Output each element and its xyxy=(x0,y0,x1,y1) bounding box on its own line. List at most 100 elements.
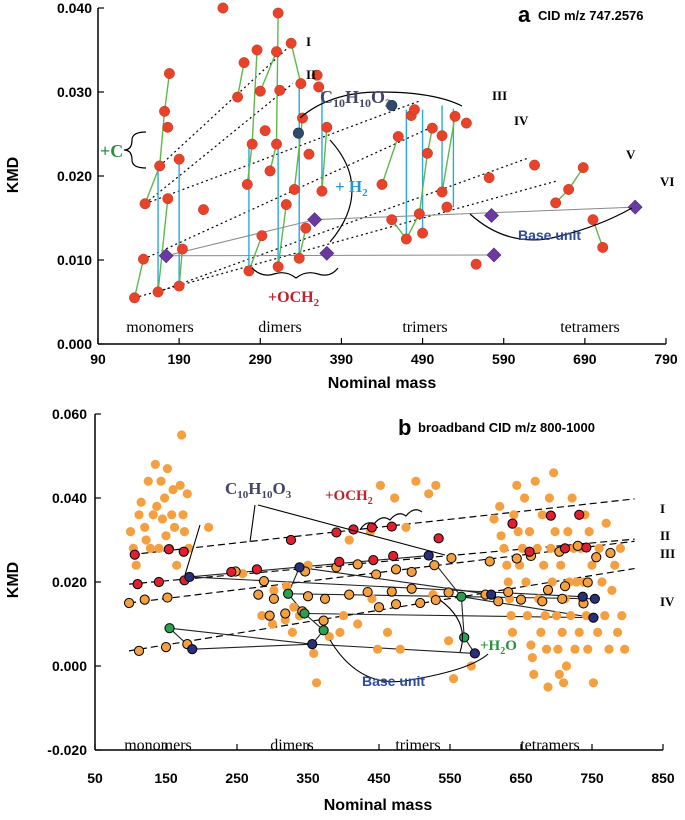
panel-b-orange-point xyxy=(529,669,539,680)
panel-b-navy-point xyxy=(577,591,588,602)
panel-b-outlined-point xyxy=(280,608,291,619)
panel-a-red-point xyxy=(162,193,174,205)
panel-a-red-point xyxy=(386,214,398,226)
panel-a-red-point xyxy=(297,112,308,124)
panel-b-c10h10o3-label: C10H10O3 xyxy=(225,479,292,501)
panel-a-red-point xyxy=(254,85,266,97)
panel-a-red-point xyxy=(449,110,461,122)
panel-b-orange-point xyxy=(131,560,141,570)
panel-a-red-point xyxy=(400,233,412,245)
panel-b-orange-point xyxy=(600,611,610,621)
panel-a-series-line xyxy=(134,180,557,299)
panel-b-orange-point xyxy=(509,510,519,520)
panel-b-orange-point xyxy=(167,510,177,520)
panel-b-xlabel: Nominal mass xyxy=(324,797,433,814)
panel-a-purple-diamond xyxy=(486,247,502,263)
panel-a-purple-diamond xyxy=(627,199,643,215)
panel-b-orange-point xyxy=(257,611,267,621)
panel-b-orange-point xyxy=(169,522,180,533)
panel-b-orange-point xyxy=(344,535,354,545)
panel-b-series-label-IV: IV xyxy=(660,594,675,609)
panel-b-plus-och2-label: +OCH2 xyxy=(325,488,373,507)
panel-b-group-monomers: monomers xyxy=(124,737,192,754)
panel-a-base-unit-arc xyxy=(469,207,633,241)
panel-a-red-point xyxy=(300,222,312,234)
panel-b-orange-point xyxy=(159,493,170,503)
panel-a-red-point xyxy=(295,78,307,90)
panel-b-base-unit-line xyxy=(189,576,583,598)
panel-b-orange-point xyxy=(532,543,542,554)
panel-a-red-point xyxy=(563,183,575,195)
panel-b-red-point xyxy=(388,550,399,562)
panel-b-x-tick-label: 250 xyxy=(225,770,249,786)
panel-b-orange-point xyxy=(574,627,584,638)
panel-b-red-point xyxy=(386,521,397,532)
panel-b-outlined-point xyxy=(302,591,314,602)
panel-a-red-point xyxy=(321,121,333,133)
panel-b-red-point xyxy=(366,522,377,533)
panel-a-green-connector xyxy=(290,43,302,84)
panel-a-red-point xyxy=(587,214,599,226)
panel-a-red-point xyxy=(241,178,253,190)
panel-b-base-unit-arc xyxy=(329,639,489,683)
panel-b-y-tick-label: 0.060 xyxy=(52,406,87,422)
panel-a-red-point xyxy=(311,69,323,81)
panel-b-orange-point xyxy=(553,644,563,654)
panel-b-orange-point xyxy=(536,627,546,638)
panel-a-red-point xyxy=(285,37,297,49)
panel-b-series-label-II: II xyxy=(660,528,670,543)
panel-a-red-point xyxy=(272,7,284,19)
panel-b-orange-point xyxy=(561,661,572,671)
panel-b-green-point xyxy=(283,588,294,599)
panel-b-outlined-point xyxy=(511,553,522,564)
panel-a-letter: a xyxy=(518,2,531,27)
panel-b-outlined-point xyxy=(386,586,397,597)
panel-b-orange-point xyxy=(175,480,185,490)
panel-a-red-point xyxy=(409,104,420,116)
panel-b-red-point xyxy=(153,576,164,588)
panel-b-red-point xyxy=(368,555,379,566)
panel-a-red-point xyxy=(176,243,188,255)
panel-b-orange-point xyxy=(338,611,349,621)
panel-b-red-point xyxy=(545,510,556,521)
panel-b-group-dimers: dimers xyxy=(270,737,314,754)
panel-b-outlined-point xyxy=(344,589,355,600)
panel-a-red-point xyxy=(436,186,448,198)
panel-b-orange-point xyxy=(287,627,297,638)
panel-b-orange-point xyxy=(382,627,393,638)
panel-b-navy-point xyxy=(469,648,480,659)
panel-a-red-point xyxy=(483,172,495,184)
panel-b-navy-point xyxy=(486,589,497,600)
panel-b-outlined-point xyxy=(493,596,504,607)
panel-b-orange-point xyxy=(543,682,553,692)
panel-b-navy-point xyxy=(589,593,600,604)
panel-a-red-point xyxy=(139,198,151,210)
panel-b-orange-point xyxy=(161,531,171,541)
panel-b-orange-point xyxy=(522,611,532,621)
panel-b-navy-point xyxy=(187,644,198,655)
panel-a-red-point xyxy=(173,280,185,292)
panel-b-outlined-point xyxy=(133,645,145,656)
panel-a-red-point xyxy=(470,258,482,270)
panel-b-outlined-point xyxy=(582,577,593,588)
panel-b-red-point xyxy=(331,527,342,538)
panel-b-orange-point xyxy=(141,535,151,545)
panel-b-orange-point xyxy=(150,459,160,469)
panel-b-orange-point xyxy=(559,678,569,688)
panel-b-base-unit-line xyxy=(192,643,313,650)
panel-b-orange-point xyxy=(554,669,564,680)
panel-b-orange-point xyxy=(282,581,292,591)
panel-a-chart: 90 190 290 390 490 590 690 790 0.000 0.010 0.020 0.… xyxy=(5,0,678,392)
panel-a-y-tick-label: 0.000 xyxy=(57,336,92,352)
panel-b-orange-point xyxy=(309,648,319,659)
panel-b-navy-point xyxy=(423,550,434,561)
panel-a-navy-point xyxy=(292,127,304,139)
panel-b-orange-point xyxy=(424,489,434,499)
panel-a-green-connector xyxy=(275,13,279,145)
panel-a-green-connector xyxy=(248,235,263,272)
panel-b-y-tick-label: -0.020 xyxy=(47,742,87,758)
panel-b-x-tick-label: 750 xyxy=(580,770,604,786)
panel-a-red-point xyxy=(152,286,164,298)
panel-a-series-label-II: II xyxy=(306,67,316,82)
panel-b-outlined-point xyxy=(268,593,280,604)
